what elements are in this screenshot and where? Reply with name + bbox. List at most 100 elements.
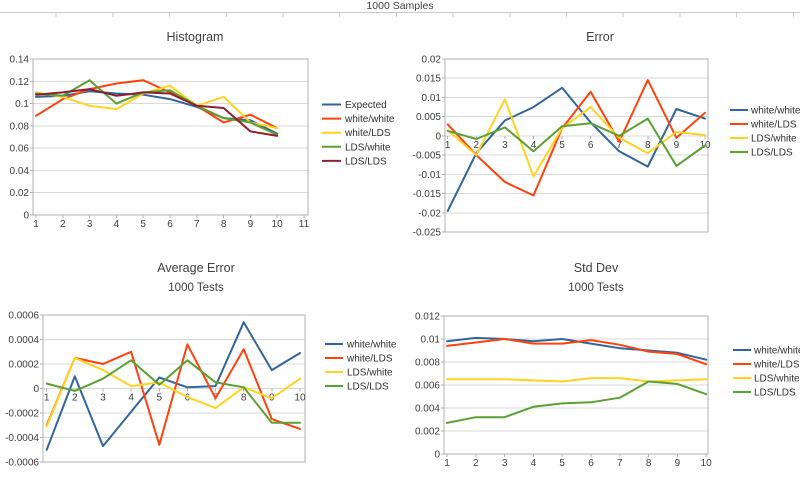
x-axis-label: 7 xyxy=(194,219,200,230)
y-axis-label: -0.0006 xyxy=(5,458,39,469)
y-axis-label: 0.002 xyxy=(415,427,440,438)
y-axis-label: 0 xyxy=(434,450,440,461)
y-axis-label: 0 xyxy=(33,384,39,395)
series-line-white-lds xyxy=(446,79,706,197)
chart-error[interactable]: Error 0.02 0.015 0.01 0.005 0 -0.005 -0.01 -0.0… xyxy=(400,25,800,255)
y-axis-label: -0.0002 xyxy=(5,409,39,420)
y-axis-label: 0.06 xyxy=(10,144,30,155)
chart-subtitle: 1000 Tests xyxy=(568,282,624,294)
x-axis-label: 3 xyxy=(502,458,508,469)
x-axis-label: 2 xyxy=(474,140,480,151)
x-axis-label: 11 xyxy=(299,219,310,230)
x-axis-label: 3 xyxy=(87,219,93,230)
y-axis-label: 0.008 xyxy=(415,358,440,369)
y-axis-label: 0.005 xyxy=(416,112,441,123)
x-axis-label: 8 xyxy=(646,458,652,469)
x-axis-label: 1 xyxy=(44,393,50,404)
legend-label-white-lds: white/LDS xyxy=(344,128,391,139)
legend-label-lds-lds: LDS/LDS xyxy=(347,382,389,393)
x-axis-label: 3 xyxy=(502,140,508,151)
series-line-white-lds xyxy=(45,343,301,446)
y-axis-label: -0.01 xyxy=(418,170,441,181)
plot-border xyxy=(443,315,709,455)
y-axis-label: 0.006 xyxy=(415,381,440,392)
legend-label-lds-lds: LDS/LDS xyxy=(751,148,793,159)
y-axis-label: 0.02 xyxy=(422,55,442,66)
y-axis-label: 0.015 xyxy=(416,74,441,85)
x-axis-label: 9 xyxy=(674,140,680,151)
x-axis-label: 6 xyxy=(588,140,594,151)
x-axis-label: 5 xyxy=(140,219,146,230)
x-axis-label: 1 xyxy=(444,458,450,469)
legend-label-white-lds: white/LDS xyxy=(753,360,800,371)
x-axis-label: 9 xyxy=(675,458,681,469)
x-axis-label: 8 xyxy=(221,219,227,230)
series-line-lds-lds xyxy=(446,380,708,424)
chart-title: Histogram xyxy=(166,30,224,44)
series-line-white-white xyxy=(446,86,706,212)
column-ruler xyxy=(0,12,800,17)
legend-label-white-lds: white/LDS xyxy=(346,354,393,365)
series-line-lds-white xyxy=(35,79,279,136)
y-axis-label: 0.0004 xyxy=(8,335,39,346)
x-axis-label: 2 xyxy=(72,393,78,404)
y-axis-label: 0.012 xyxy=(415,312,440,323)
x-axis-label: 9 xyxy=(248,219,254,230)
y-axis-label: -0.0004 xyxy=(5,433,39,444)
chart-std-dev[interactable]: Std Dev 1000 Tests 0.012 0.01 0.008 0.006 0.… xyxy=(400,255,800,481)
x-axis-label: 8 xyxy=(645,140,651,151)
legend-label-lds-white: LDS/white xyxy=(751,134,797,145)
chart-title: Std Dev xyxy=(573,261,619,275)
histogram-plot: 0.14 0.12 0.1 0.08 0.06 0.04 0.02 01 2 3 4 5 6 7 8 9 10 1… xyxy=(10,55,395,231)
y-axis-label: -0.025 xyxy=(413,228,442,239)
y-axis-label: 0 xyxy=(23,211,29,222)
y-axis-label: -0.02 xyxy=(418,208,441,219)
y-axis-label: 0.004 xyxy=(415,404,440,415)
chart-subtitle: 1000 Tests xyxy=(168,282,224,294)
x-axis-label: 10 xyxy=(701,458,713,469)
page-title: 1000 Samples xyxy=(366,0,434,12)
y-axis-label: 0 xyxy=(435,131,441,142)
plot-border xyxy=(42,314,306,463)
y-axis-label: 0.1 xyxy=(15,99,29,110)
x-axis-label: 4 xyxy=(128,393,134,404)
x-axis-label: 6 xyxy=(588,458,594,469)
y-axis-label: 0.04 xyxy=(10,166,30,177)
legend-label-white-lds: white/LDS xyxy=(750,120,797,131)
legend-label-lds-white: LDS/white xyxy=(754,374,800,385)
y-axis-label: 0.02 xyxy=(10,188,30,199)
error-plot: 0.02 0.015 0.01 0.005 0 -0.005 -0.01 -0.015 -0.0… xyxy=(413,55,800,239)
chart-title: Error xyxy=(586,30,614,44)
x-axis-label: 5 xyxy=(156,393,162,404)
legend-label-lds-lds: LDS/LDS xyxy=(754,388,796,399)
legend-label-lds-white: LDS/white xyxy=(347,368,393,379)
std-dev-plot: 0.012 0.01 0.008 0.006 0.004 0.002 01 2 3 4 5 6 7 8 9 1… xyxy=(415,312,800,470)
y-axis-label: 0.01 xyxy=(422,93,442,104)
y-axis-label: -0.015 xyxy=(413,189,442,200)
y-axis-label: 0.12 xyxy=(10,77,30,88)
series-line-lds-lds xyxy=(45,359,301,424)
x-axis-label: 6 xyxy=(167,219,173,230)
x-axis-label: 8 xyxy=(241,393,247,404)
series-line-lds-white xyxy=(45,356,301,428)
y-axis-label: 0.01 xyxy=(421,335,441,346)
legend-label-white-white: white/white xyxy=(753,346,800,357)
legend-label-lds-white: LDS/white xyxy=(345,142,391,153)
chart-title: Average Error xyxy=(157,261,235,275)
series-line-lds-lds xyxy=(35,88,279,137)
legend-label-white-white: white/white xyxy=(346,340,397,351)
x-axis-label: 1 xyxy=(33,219,39,230)
chart-histogram[interactable]: Histogram 0.14 0.12 0.1 0.08 0.06 0.04 0.02 0 1 2… xyxy=(0,25,420,255)
series-line-lds-white xyxy=(446,377,708,383)
series-line-white-white xyxy=(45,321,301,451)
series-line-white-lds xyxy=(446,338,708,366)
plot-border xyxy=(444,58,709,233)
x-axis-label: 2 xyxy=(60,219,66,230)
x-axis-label: 3 xyxy=(100,393,106,404)
legend-label-expected: Expected xyxy=(345,100,387,111)
series-line-white-lds xyxy=(35,84,279,130)
x-axis-label: 4 xyxy=(531,458,537,469)
chart-average-error[interactable]: Average Error 1000 Tests 0.0006 0.0004 0.0… xyxy=(0,255,420,481)
legend-label-white-white: white/white xyxy=(750,106,800,117)
